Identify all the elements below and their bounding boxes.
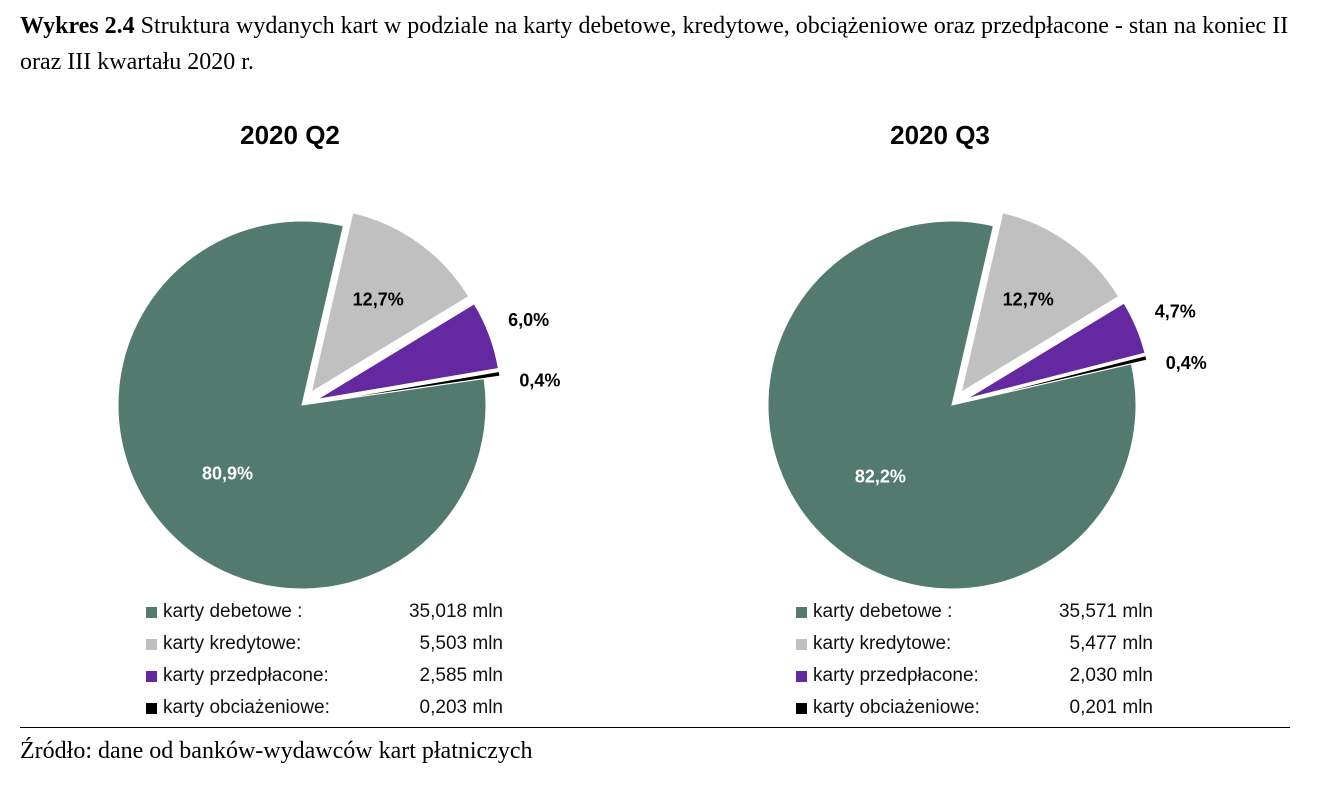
legend-value: 2,030 mln bbox=[1069, 665, 1153, 686]
legend-item-prepaid-q3: karty przedpłacone: 2,030 mln bbox=[796, 660, 1153, 692]
pie-label-prepaid-q3: 4,7% bbox=[1155, 302, 1196, 322]
legend-value: 0,203 mln bbox=[419, 697, 503, 718]
chart-title-q2: 2020 Q2 bbox=[240, 120, 340, 150]
pie-chart-q2: 2020 Q2 80,9% 12,7% 6,0% 0,4% karty debetow… bbox=[20, 110, 580, 720]
pie-label-debit-q3: 82,2% bbox=[855, 467, 906, 487]
pie-slice-credit-q3 bbox=[960, 212, 1120, 394]
legend-label: karty obciażeniowe: bbox=[813, 697, 980, 718]
legend-q3: karty debetowe : 35,571 mln karty kredytow… bbox=[796, 596, 1153, 724]
legend-item-debit-q2: karty debetowe : 35,018 mln bbox=[146, 596, 503, 628]
chart-title-q3: 2020 Q3 bbox=[890, 120, 990, 150]
pie-slice-debit-q2 bbox=[117, 220, 487, 590]
figure-caption-label: Wykres 2.4 bbox=[20, 13, 135, 39]
legend-swatch bbox=[796, 670, 807, 682]
legend-label: karty kredytowe: bbox=[813, 633, 952, 654]
pie-slice-credit-q2 bbox=[310, 212, 470, 394]
legend-swatch bbox=[796, 606, 807, 618]
pie-chart-q3: 2020 Q3 82,2% 12,7% 4,7% 0,4% karty debetow… bbox=[670, 110, 1230, 720]
legend-item-prepaid-q2: karty przedpłacone: 2,585 mln bbox=[146, 660, 503, 692]
legend-item-charge-q2: karty obciażeniowe: 0,203 mln bbox=[146, 692, 503, 724]
pie-slice-prepaid-q3 bbox=[966, 302, 1146, 400]
legend-value: 35,571 mln bbox=[1058, 601, 1153, 622]
source-note: Źródło: dane od banków-wydawców kart pła… bbox=[20, 738, 533, 764]
pie-slice-debit-q3 bbox=[767, 220, 1137, 590]
legend-label: karty debetowe : bbox=[813, 601, 953, 622]
legend-swatch bbox=[146, 702, 157, 714]
legend-label: karty przedpłacone: bbox=[163, 665, 329, 686]
source-divider bbox=[20, 727, 1290, 728]
pie-label-credit-q2: 12,7% bbox=[353, 290, 404, 310]
legend-label: karty obciażeniowe: bbox=[163, 697, 330, 718]
legend-q2: karty debetowe : 35,018 mln karty kredytow… bbox=[146, 596, 503, 724]
pie-svg-q3: 82,2% 12,7% 4,7% 0,4% bbox=[767, 212, 1207, 590]
legend-value: 2,585 mln bbox=[419, 665, 503, 686]
legend-value: 5,477 mln bbox=[1069, 633, 1153, 654]
pie-slice-prepaid-q2 bbox=[316, 303, 499, 400]
legend-value: 35,018 mln bbox=[408, 601, 503, 622]
legend-label: karty debetowe : bbox=[163, 601, 303, 622]
legend-item-debit-q3: karty debetowe : 35,571 mln bbox=[796, 596, 1153, 628]
legend-swatch bbox=[146, 670, 157, 682]
legend-item-credit-q2: karty kredytowe: 5,503 mln bbox=[146, 628, 503, 660]
pie-label-prepaid-q2: 6,0% bbox=[508, 310, 549, 330]
legend-item-credit-q3: karty kredytowe: 5,477 mln bbox=[796, 628, 1153, 660]
legend-item-charge-q3: karty obciażeniowe: 0,201 mln bbox=[796, 692, 1153, 724]
legend-value: 0,201 mln bbox=[1069, 697, 1153, 718]
figure-caption-text: Struktura wydanych kart w podziale na ka… bbox=[20, 13, 1289, 75]
pie-label-charge-q2: 0,4% bbox=[519, 371, 560, 391]
legend-swatch bbox=[796, 702, 807, 714]
legend-swatch bbox=[146, 606, 157, 618]
pie-svg-q2: 80,9% 12,7% 6,0% 0,4% bbox=[117, 212, 560, 590]
pie-label-credit-q3: 12,7% bbox=[1003, 290, 1054, 310]
pie-label-debit-q2: 80,9% bbox=[202, 464, 253, 484]
figure-caption: Wykres 2.4 Struktura wydanych kart w pod… bbox=[20, 8, 1310, 80]
pie-slice-charge-q3 bbox=[967, 354, 1148, 402]
pie-label-charge-q3: 0,4% bbox=[1166, 353, 1207, 373]
legend-swatch bbox=[796, 638, 807, 650]
legend-value: 5,503 mln bbox=[419, 633, 503, 654]
pie-slice-charge-q2 bbox=[317, 370, 501, 404]
legend-label: karty kredytowe: bbox=[163, 633, 302, 654]
legend-label: karty przedpłacone: bbox=[813, 665, 979, 686]
legend-swatch bbox=[146, 638, 157, 650]
